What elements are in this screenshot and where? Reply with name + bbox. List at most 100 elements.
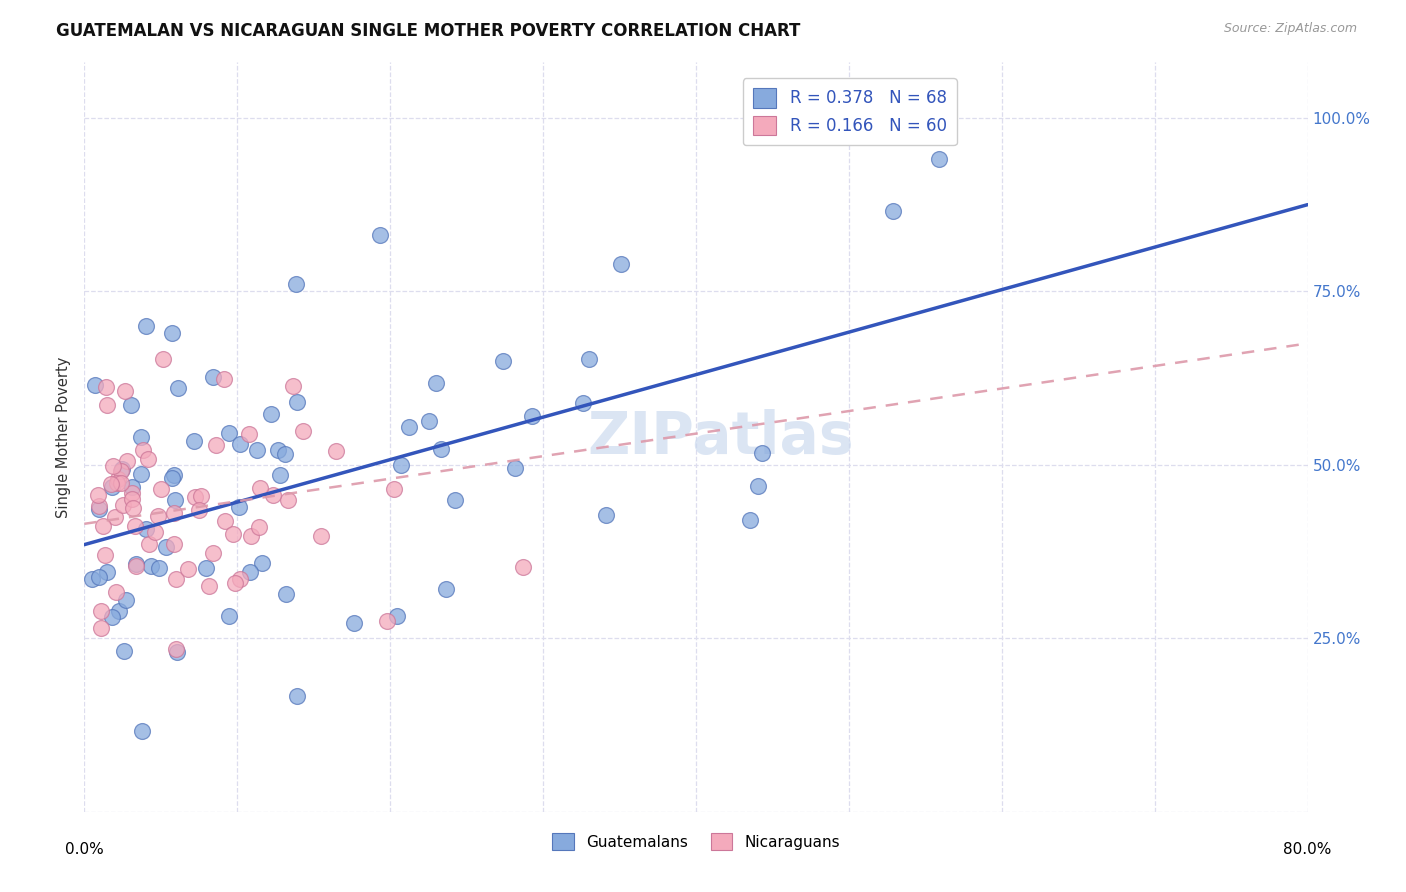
Point	[121, 486, 143, 500]
Point	[274, 446, 297, 460]
Point	[125, 558, 148, 573]
Point	[928, 153, 950, 167]
Point	[111, 461, 134, 475]
Point	[90, 621, 112, 635]
Point	[228, 500, 250, 514]
Point	[87, 570, 110, 584]
Point	[343, 615, 366, 630]
Point	[177, 562, 200, 576]
Point	[610, 257, 633, 271]
Point	[163, 536, 186, 550]
Point	[274, 587, 297, 601]
Point	[90, 604, 112, 618]
Point	[136, 452, 159, 467]
Point	[108, 604, 131, 618]
Point	[129, 467, 152, 481]
Point	[375, 615, 398, 629]
Point	[882, 203, 904, 218]
Point	[224, 576, 246, 591]
Point	[135, 318, 157, 333]
Point	[747, 478, 769, 492]
Point	[505, 461, 527, 475]
Point	[571, 396, 593, 410]
Point	[247, 520, 270, 534]
Point	[291, 425, 314, 439]
Point	[100, 477, 122, 491]
Point	[101, 459, 124, 474]
Point	[239, 565, 262, 579]
Point	[201, 369, 224, 384]
Point	[287, 394, 309, 409]
Point	[194, 561, 217, 575]
Point	[425, 376, 447, 390]
Point	[246, 442, 269, 457]
Text: 0.0%: 0.0%	[65, 842, 104, 857]
Point	[267, 442, 290, 457]
Point	[167, 381, 190, 395]
Point	[325, 443, 347, 458]
Point	[107, 472, 129, 486]
Point	[198, 578, 221, 592]
Point	[105, 584, 128, 599]
Point	[311, 529, 333, 543]
Point	[190, 489, 212, 503]
Point	[183, 434, 205, 448]
Point	[221, 527, 243, 541]
Point	[121, 501, 143, 516]
Point	[131, 724, 153, 739]
Point	[143, 524, 166, 539]
Point	[111, 498, 134, 512]
Point	[83, 377, 105, 392]
Point	[418, 414, 440, 428]
Point	[218, 425, 240, 440]
Point	[188, 503, 211, 517]
Y-axis label: Single Mother Poverty: Single Mother Poverty	[56, 357, 72, 517]
Point	[214, 514, 236, 528]
Point	[138, 537, 160, 551]
Point	[387, 608, 409, 623]
Point	[492, 354, 515, 368]
Point	[166, 645, 188, 659]
Point	[229, 437, 252, 451]
Point	[163, 506, 186, 520]
Text: GUATEMALAN VS NICARAGUAN SINGLE MOTHER POVERTY CORRELATION CHART: GUATEMALAN VS NICARAGUAN SINGLE MOTHER P…	[56, 22, 800, 40]
Point	[277, 493, 299, 508]
Point	[139, 559, 162, 574]
Point	[165, 493, 187, 508]
Point	[124, 518, 146, 533]
Point	[430, 442, 453, 456]
Point	[165, 641, 187, 656]
Point	[107, 476, 129, 491]
Point	[520, 409, 543, 424]
Point	[163, 467, 186, 482]
Point	[114, 384, 136, 398]
Point	[120, 398, 142, 412]
Point	[110, 464, 132, 478]
Point	[101, 610, 124, 624]
Point	[184, 490, 207, 504]
Point	[121, 480, 143, 494]
Point	[578, 352, 600, 367]
Point	[125, 557, 148, 571]
Point	[150, 482, 173, 496]
Text: 80.0%: 80.0%	[1284, 842, 1331, 857]
Point	[212, 372, 235, 386]
Point	[240, 529, 263, 543]
Point	[249, 481, 271, 495]
Point	[260, 407, 283, 421]
Point	[115, 593, 138, 607]
Point	[205, 438, 228, 452]
Point	[132, 442, 155, 457]
Point	[368, 228, 391, 243]
Point	[269, 467, 291, 482]
Point	[398, 420, 420, 434]
Text: ZIPatlas: ZIPatlas	[588, 409, 853, 466]
Point	[110, 476, 132, 491]
Point	[87, 502, 110, 516]
Point	[751, 445, 773, 459]
Point	[148, 509, 170, 524]
Legend: Guatemalans, Nicaraguans: Guatemalans, Nicaraguans	[546, 827, 846, 856]
Point	[115, 454, 138, 468]
Point	[101, 480, 124, 494]
Point	[104, 509, 127, 524]
